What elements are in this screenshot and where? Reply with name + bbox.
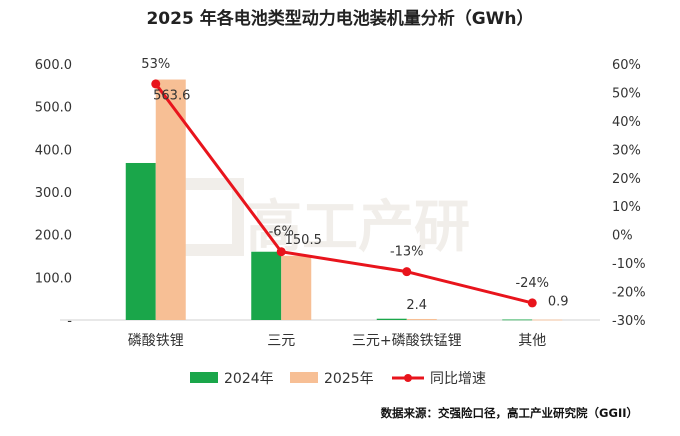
- legend-label-2025: 2025年: [324, 371, 374, 387]
- bar: [125, 162, 156, 320]
- right-axis-tick-label: -30%: [612, 314, 646, 329]
- yoy-line: [154, 83, 533, 305]
- left-axis-tick-label: 400.0: [35, 143, 72, 158]
- legend-label-yoy: 同比增速: [430, 371, 486, 387]
- right-axis-tick-label: 20%: [612, 172, 641, 187]
- bar: [251, 251, 282, 320]
- left-axis-tick-label: 100.0: [35, 271, 72, 286]
- right-axis: -30% -20% -10% 0% 10% 20% 30% 40% 50% 60%: [612, 58, 646, 329]
- yoy-data-label: -13%: [390, 245, 424, 260]
- left-axis-tick-label: 200.0: [35, 229, 72, 244]
- bar-data-label: 0.9: [548, 295, 569, 310]
- bar: [376, 318, 407, 320]
- bar: [502, 319, 533, 321]
- right-axis-tick-label: 30%: [612, 143, 641, 158]
- right-axis-tick-label: 10%: [612, 200, 641, 215]
- bar-data-label: 563.6: [153, 89, 190, 104]
- right-axis-tick-label: 40%: [612, 115, 641, 130]
- bar: [406, 318, 437, 320]
- data-labels: 563.6 150.5 2.4 0.9 53% -6% -13% -24%: [141, 57, 568, 313]
- right-axis-tick-label: 0%: [612, 229, 633, 244]
- right-axis-tick-label: 50%: [612, 86, 641, 101]
- legend-swatch-2024: [190, 372, 218, 383]
- category-label: 其他: [518, 333, 546, 349]
- left-axis-tick-label: -: [67, 314, 72, 329]
- chart-title: 2025 年各电池类型动力电池装机量分析（GWh）: [146, 8, 533, 29]
- bar-data-label: 150.5: [285, 233, 322, 248]
- source-note: 数据来源：交强险口径，高工产业研究院（GGII）: [381, 406, 638, 420]
- left-axis-tick-label: 600.0: [35, 58, 72, 73]
- yoy-point: [527, 298, 537, 308]
- right-axis-tick-label: -20%: [612, 286, 646, 301]
- bar: [281, 255, 312, 320]
- bars: [125, 79, 563, 321]
- yoy-point: [402, 267, 412, 277]
- yoy-data-label: 53%: [141, 57, 170, 72]
- line-series: [151, 79, 537, 308]
- bar: [532, 319, 563, 321]
- yoy-point: [276, 247, 286, 257]
- yoy-data-label: -6%: [269, 225, 294, 240]
- yoy-point: [151, 79, 161, 89]
- left-axis: - 100.0 200.0 300.0 400.0 500.0 600.0: [35, 58, 73, 329]
- left-axis-tick-label: 500.0: [35, 101, 72, 116]
- right-axis-tick-label: 60%: [612, 58, 641, 73]
- legend: 2024年 2025年 同比增速: [190, 371, 486, 387]
- legend-label-2024: 2024年: [224, 371, 274, 387]
- category-label: 三元+磷酸铁锰锂: [352, 333, 462, 349]
- right-axis-tick-label: -10%: [612, 257, 646, 272]
- yoy-data-label: -24%: [515, 276, 549, 291]
- category-label: 三元: [267, 333, 295, 349]
- left-axis-tick-label: 300.0: [35, 186, 72, 201]
- category-labels: 磷酸铁锂 三元 三元+磷酸铁锰锂 其他: [128, 333, 547, 349]
- category-label: 磷酸铁锂: [128, 333, 184, 349]
- legend-swatch-2025: [290, 372, 318, 383]
- legend-marker-yoy: [404, 374, 412, 382]
- bar-data-label: 2.4: [406, 298, 427, 313]
